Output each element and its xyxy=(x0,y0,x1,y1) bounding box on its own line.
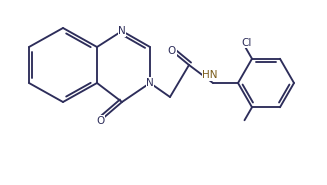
Text: O: O xyxy=(168,46,176,56)
Text: N: N xyxy=(118,26,126,36)
Text: O: O xyxy=(96,116,104,126)
Text: Cl: Cl xyxy=(241,38,252,48)
Text: N: N xyxy=(146,78,154,88)
Text: HN: HN xyxy=(202,70,218,80)
